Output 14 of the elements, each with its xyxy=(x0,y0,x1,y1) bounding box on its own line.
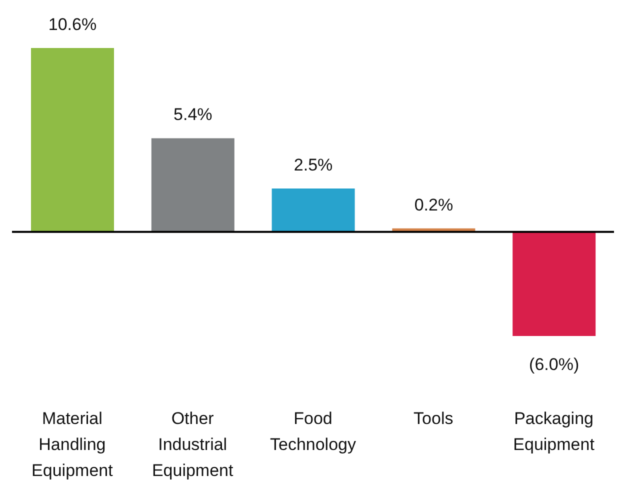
data-label: 2.5% xyxy=(294,156,333,175)
bar xyxy=(151,138,234,232)
bar xyxy=(512,232,596,336)
x-tick-label: Other Industrial Equipment xyxy=(152,409,234,480)
data-label: 5.4% xyxy=(174,105,212,124)
x-tick-label: Material Handling Equipment xyxy=(32,409,114,480)
x-tick-label: Food Technology xyxy=(270,409,356,454)
x-tick-label: Packaging Equipment xyxy=(513,409,595,454)
bar xyxy=(31,48,114,232)
bar xyxy=(272,188,355,232)
data-label: (6.0%) xyxy=(529,355,580,374)
x-tick-label: Tools xyxy=(414,409,454,428)
data-label: 0.2% xyxy=(414,195,454,214)
data-label: 10.6% xyxy=(48,15,97,34)
